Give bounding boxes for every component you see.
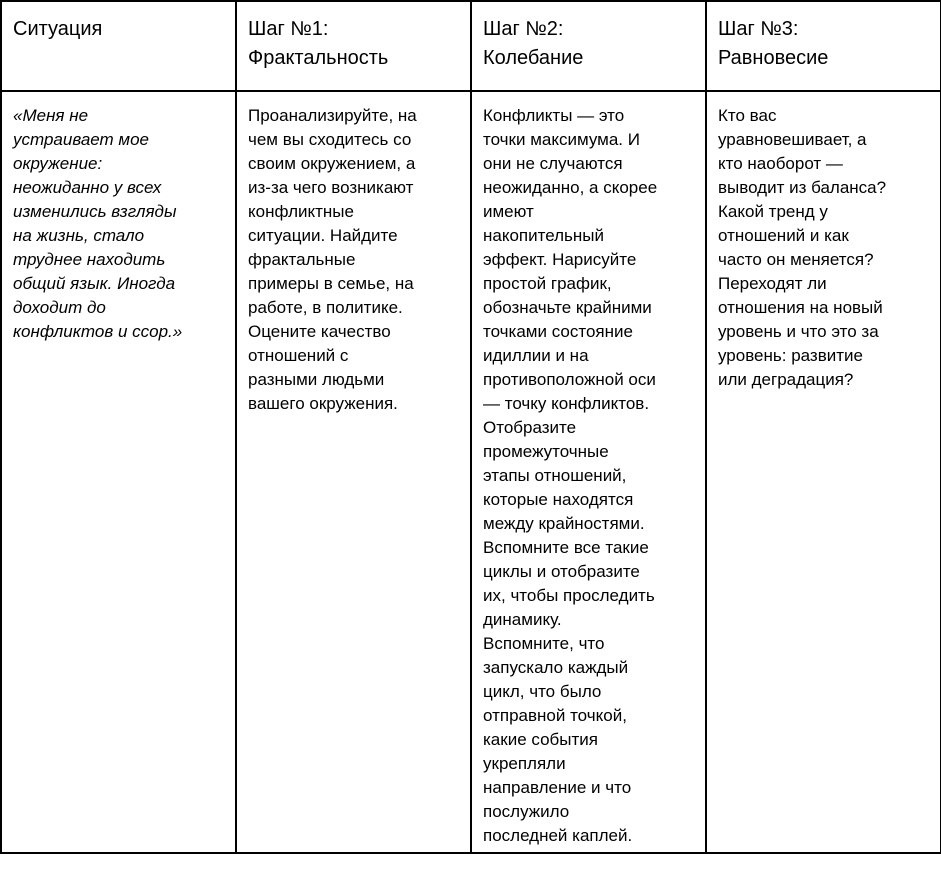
- step-3-cell: Кто вас уравновешивает, а кто наоборот —…: [705, 90, 941, 854]
- situation-cell: «Меня не устраивает мое окружение: неожи…: [0, 90, 237, 854]
- header-step-1: Шаг №1: Фрактальность: [235, 0, 472, 92]
- header-step-2: Шаг №2: Колебание: [470, 0, 707, 92]
- header-situation: Ситуация: [0, 0, 237, 92]
- step-2-cell: Конфликты — это точки максимума. И они н…: [470, 90, 707, 854]
- header-row: Ситуация Шаг №1: Фрактальность Шаг №2: К…: [0, 0, 941, 92]
- steps-table: Ситуация Шаг №1: Фрактальность Шаг №2: К…: [0, 0, 941, 854]
- header-step-3: Шаг №3: Равновесие: [705, 0, 941, 92]
- table-row: «Меня не устраивает мое окружение: неожи…: [0, 90, 941, 854]
- step-1-cell: Проанализируйте, на чем вы сходитесь со …: [235, 90, 472, 854]
